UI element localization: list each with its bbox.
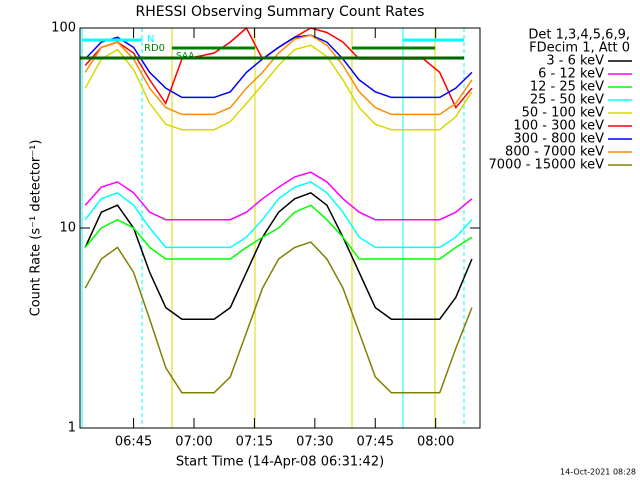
- legend-label: 300 - 800 keV: [513, 132, 604, 147]
- chart-title: RHESSI Observing Summary Count Rates: [136, 4, 425, 20]
- flag-lines: [81, 28, 465, 428]
- x-tick-label: 07:30: [296, 435, 333, 450]
- y-axis-label: Count Rate (s⁻¹ detector⁻¹): [29, 140, 44, 317]
- y-tick-label: 10: [59, 221, 76, 236]
- annotation: N: [147, 34, 154, 45]
- plot-area: [84, 26, 473, 394]
- annotation: RD0: [144, 43, 165, 54]
- series-line: [84, 44, 473, 131]
- legend-label: 3 - 6 keV: [546, 54, 604, 69]
- x-axis-label: Start Time (14-Apr-08 06:31:42): [176, 455, 384, 470]
- timestamp: 14-Oct-2021 08:28: [560, 468, 636, 477]
- legend-label: 50 - 100 keV: [522, 106, 605, 121]
- x-tick-label: 08:00: [417, 435, 454, 450]
- legend-label: 6 - 12 keV: [538, 67, 604, 82]
- legend-label: 7000 - 15000 keV: [489, 158, 605, 173]
- series-line: [84, 204, 473, 260]
- flag-bars: [80, 38, 464, 60]
- legend-label: 100 - 300 keV: [513, 119, 604, 134]
- series-line: [84, 34, 473, 116]
- x-tick-label: 07:15: [236, 435, 273, 450]
- series-line: [84, 171, 473, 221]
- series-line: [84, 34, 473, 99]
- legend-label: 12 - 25 keV: [530, 80, 604, 95]
- y-tick-label: 1: [68, 421, 76, 436]
- x-tick-label: 06:45: [115, 435, 152, 450]
- series-line: [84, 181, 473, 249]
- y-tick-label: 100: [51, 21, 76, 36]
- legend-header: Det 1,3,4,5,6,9,: [528, 28, 630, 43]
- plot-frame: [79, 27, 481, 429]
- x-tick-label: 07:00: [175, 435, 212, 450]
- series-line: [84, 191, 473, 320]
- legend-label: 25 - 50 keV: [530, 93, 604, 108]
- legend-label: 800 - 7000 keV: [505, 145, 604, 160]
- legend-header: FDecim 1, Att 0: [529, 41, 630, 56]
- x-tick-label: 07:45: [357, 435, 394, 450]
- series-line: [84, 241, 473, 394]
- annotation: SAA: [176, 52, 195, 62]
